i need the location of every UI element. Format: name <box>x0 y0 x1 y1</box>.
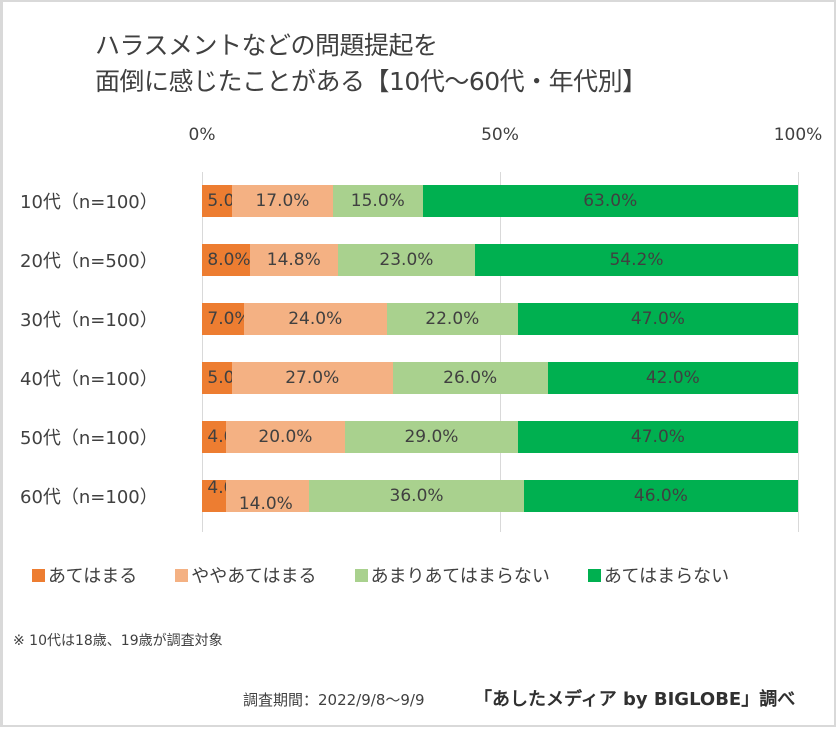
legend-swatch <box>32 568 45 582</box>
bar-segment <box>249 244 338 276</box>
legend-item: ややあてはまる <box>175 562 317 588</box>
data-label: 63.0% <box>583 191 638 211</box>
bar-segment <box>202 480 226 512</box>
bar-segment <box>422 185 798 217</box>
bar-segment <box>337 244 475 276</box>
data-label: 7.0% <box>207 309 251 329</box>
category-label: 60代（n=100） <box>20 487 158 508</box>
bar-segment <box>333 185 423 217</box>
category-label: 50代（n=100） <box>20 428 158 449</box>
data-label: 14.8% <box>266 250 321 270</box>
legend-label: あてはまる <box>48 566 138 587</box>
data-label: 42.0% <box>645 368 700 388</box>
x-tick-label: 50% <box>481 125 519 145</box>
data-label: 36.0% <box>389 486 444 506</box>
x-tick-label: 0% <box>188 125 216 145</box>
legend-swatch <box>175 568 189 582</box>
category-label: 30代（n=100） <box>20 310 158 331</box>
data-label: 20.0% <box>258 427 313 447</box>
data-label: 46.0% <box>633 486 688 506</box>
bar-segment <box>517 303 798 335</box>
chart-title: ハラスメントなどの問題提起を 面倒に感じたことがある【10代～60代・年代別】 <box>95 28 647 100</box>
gridline-50 <box>500 172 501 532</box>
data-label: 27.0% <box>285 368 340 388</box>
bar-segment <box>523 480 798 512</box>
chart-title-line-2: 面倒に感じたことがある【10代～60代・年代別】 <box>95 67 647 96</box>
bar-segment <box>392 362 548 394</box>
data-label: 17.0% <box>255 191 310 211</box>
bar-segment <box>243 303 387 335</box>
legend-swatch <box>354 568 368 582</box>
gridline-100 <box>798 172 799 532</box>
bar-segment <box>225 480 310 512</box>
bar-segment <box>231 362 393 394</box>
bar-segment <box>202 421 226 453</box>
legend-label: ややあてはまる <box>191 566 317 587</box>
bar-segment <box>547 362 798 394</box>
data-label: 24.0% <box>288 309 343 329</box>
data-label: 14.0% <box>238 494 293 514</box>
bar-segment <box>225 421 346 453</box>
legend-item: あてはまる <box>32 562 137 588</box>
bar-segment <box>202 362 232 394</box>
data-label: 47.0% <box>630 309 685 329</box>
legend-item: あまりあてはまらない <box>354 562 550 588</box>
bar-segment <box>517 421 798 453</box>
legend-swatch <box>587 568 601 582</box>
chart-title-line-1: ハラスメントなどの問題提起を <box>95 31 438 60</box>
bar-segment <box>309 480 524 512</box>
data-label: 8.0% <box>207 250 251 270</box>
category-label: 10代（n=100） <box>20 192 158 213</box>
gridline-0 <box>202 172 203 532</box>
survey-period: 調査期間：2022/9/8～9/9 <box>243 691 425 709</box>
data-label: 23.0% <box>379 250 434 270</box>
bar-segment <box>474 244 798 276</box>
legend-label: あてはまらない <box>603 566 730 587</box>
legend-label: あまりあてはまらない <box>370 566 550 587</box>
bar-segment <box>386 303 518 335</box>
bar-segment <box>202 303 244 335</box>
category-label: 20代（n=500） <box>20 251 158 272</box>
bar-segment <box>231 185 334 217</box>
bar-segment <box>345 421 518 453</box>
bar-segment <box>202 185 232 217</box>
data-label: 29.0% <box>404 427 459 447</box>
bar-segment <box>202 244 250 276</box>
x-tick-label: 100% <box>773 125 823 145</box>
data-label: 26.0% <box>443 368 498 388</box>
data-label: 47.0% <box>630 427 685 447</box>
legend: あてはまる ややあてはまる あまりあてはまらない あてはまらない <box>32 562 767 588</box>
legend-item: あてはまらない <box>587 562 730 588</box>
data-label: 15.0% <box>350 191 405 211</box>
data-label: 22.0% <box>425 309 480 329</box>
source-credit: 「あしたメディア by BIGLOBE」調べ <box>474 689 796 710</box>
footnote: ※ 10代は18歳、19歳が調査対象 <box>13 633 223 649</box>
category-label: 40代（n=100） <box>20 369 158 390</box>
data-label: 54.2% <box>609 250 664 270</box>
